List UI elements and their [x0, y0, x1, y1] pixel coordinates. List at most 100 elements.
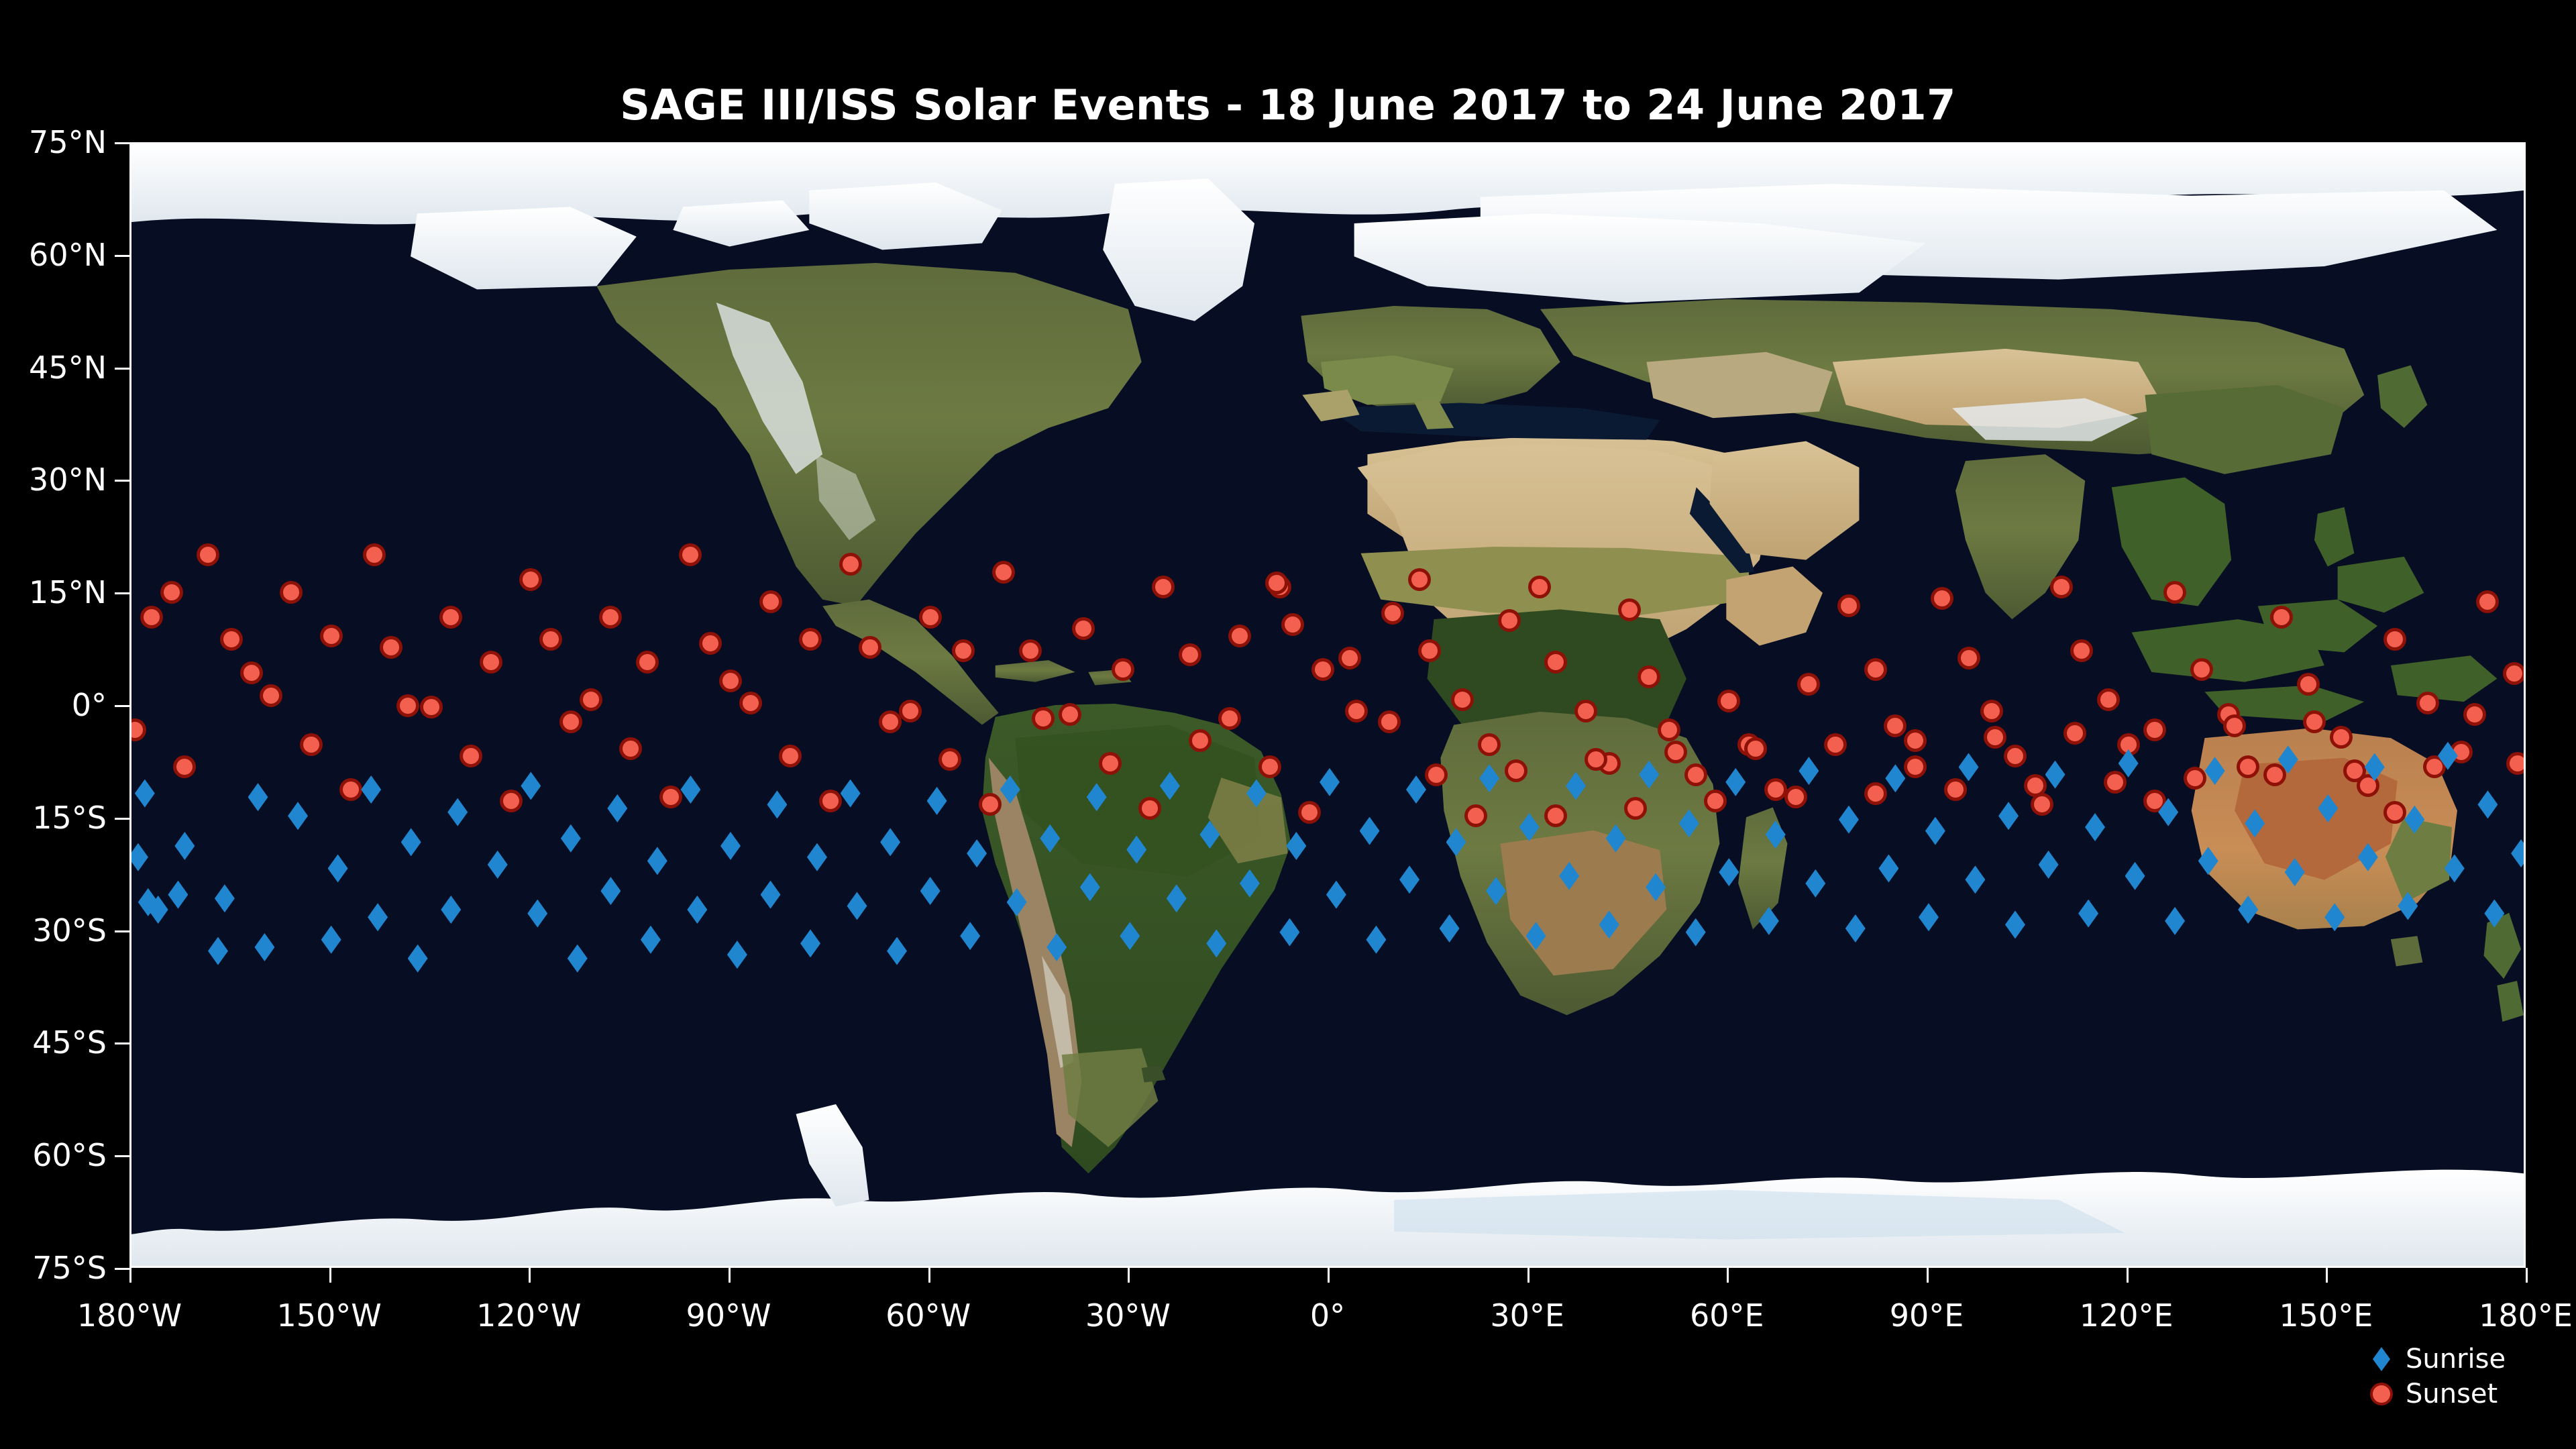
marker-sunset [1468, 808, 1485, 824]
marker-sunrise [1120, 922, 1140, 951]
marker-sunset [2053, 579, 2070, 595]
marker-sunrise [214, 884, 235, 913]
map-plot-area[interactable] [129, 142, 2526, 1268]
marker-sunset [981, 796, 998, 813]
y-axis-tick [115, 705, 129, 707]
x-axis-tick [2126, 1268, 2129, 1283]
marker-sunset [163, 584, 180, 600]
marker-sunrise [727, 941, 747, 969]
marker-sunset [2273, 608, 2290, 625]
marker-sunset [1667, 744, 1684, 761]
marker-sunrise [1838, 805, 1859, 834]
marker-sunrise [1279, 918, 1300, 947]
marker-sunset [602, 608, 619, 625]
marker-sunrise [1519, 812, 1540, 841]
x-axis-label: 150°W [276, 1297, 382, 1334]
x-axis-tick [1927, 1268, 1929, 1283]
x-axis-label: 30°W [1085, 1297, 1171, 1334]
marker-sunset [1155, 579, 1171, 595]
marker-sunrise [2364, 753, 2385, 782]
marker-sunrise [760, 880, 781, 909]
y-axis-label: 0° [71, 687, 107, 723]
marker-sunrise [2204, 757, 2225, 786]
marker-sunset [1767, 782, 1784, 798]
marker-sunrise [647, 847, 667, 875]
marker-sunset [1907, 759, 1924, 775]
marker-sunset [2067, 725, 2084, 742]
marker-sunset [2074, 643, 2090, 659]
marker-sunset [1341, 650, 1358, 667]
marker-sunset [1232, 627, 1248, 644]
marker-sunrise [2045, 760, 2065, 789]
marker-sunset [1907, 733, 1924, 749]
marker-sunrise [288, 802, 309, 830]
marker-sunset [1385, 605, 1401, 622]
marker-sunset [1075, 620, 1091, 637]
marker-sunset [1481, 736, 1498, 753]
marker-sunrise [600, 877, 621, 906]
marker-sunrise [806, 843, 827, 871]
marker-sunset [1454, 691, 1471, 708]
marker-sunset [2479, 594, 2496, 610]
x-axis-tick [928, 1268, 930, 1283]
marker-sunset [1621, 601, 1638, 618]
marker-sunset [1102, 755, 1118, 771]
y-axis-tick [115, 480, 129, 482]
marker-sunset [1933, 590, 1950, 606]
marker-sunrise [527, 899, 548, 928]
marker-sunset [1707, 792, 1724, 809]
marker-sunrise [368, 903, 388, 932]
y-axis-label: 15°S [32, 799, 107, 836]
y-axis-label: 45°N [29, 349, 107, 386]
marker-sunset [902, 702, 918, 719]
marker-sunrise [1206, 929, 1227, 958]
marker-sunset [2100, 691, 2116, 708]
marker-sunrise [1719, 858, 1739, 887]
marker-sunset [2193, 661, 2210, 678]
x-axis-tick [329, 1268, 331, 1283]
marker-sunrise [1086, 783, 1107, 812]
chart-title: SAGE III/ISS Solar Events - 18 June 2017… [620, 80, 1956, 129]
marker-sunset [463, 747, 480, 764]
marker-sunset [2027, 777, 2043, 794]
marker-sunrise [1366, 925, 1387, 954]
legend-label-sunset: Sunset [2406, 1379, 2498, 1409]
y-axis-tick [115, 254, 129, 257]
marker-sunrise [1246, 779, 1267, 808]
marker-sunrise [1040, 824, 1061, 853]
marker-sunset [942, 751, 959, 768]
x-axis-tick [1527, 1268, 1529, 1283]
y-axis-tick [115, 142, 129, 144]
marker-sunrise [1919, 903, 1939, 932]
marker-sunrise [887, 936, 908, 965]
marker-sunrise [1399, 865, 1420, 894]
marker-sunset [1787, 789, 1804, 806]
marker-sunset [443, 608, 460, 625]
marker-sunset [2167, 584, 2184, 600]
marker-sunrise [1925, 816, 1945, 845]
marker-sunrise [2118, 749, 2139, 777]
marker-sunrise [1166, 884, 1187, 913]
marker-sunrise [1885, 764, 1906, 793]
marker-sunset [842, 556, 859, 573]
x-axis-label: 120°W [476, 1297, 582, 1334]
marker-sunrise [1286, 831, 1307, 860]
marker-sunset [2033, 796, 2050, 813]
marker-sunset [382, 639, 399, 655]
marker-sunset [1578, 702, 1594, 719]
x-axis-tick [1727, 1268, 1729, 1283]
marker-sunset [2300, 676, 2316, 693]
legend-item-sunrise: Sunrise [2361, 1342, 2563, 1377]
marker-sunset [482, 653, 499, 670]
marker-sunrise [2477, 790, 2498, 819]
marker-sunset [1840, 597, 1857, 614]
marker-sunrise [1486, 877, 1507, 906]
legend-label-sunrise: Sunrise [2406, 1344, 2506, 1375]
marker-sunset [200, 546, 217, 563]
marker-sunset [1268, 575, 1285, 592]
marker-sunset [2347, 763, 2363, 780]
marker-sunrise [1965, 865, 1986, 894]
marker-sunrise [441, 896, 462, 924]
marker-sunrise [1678, 809, 1699, 838]
